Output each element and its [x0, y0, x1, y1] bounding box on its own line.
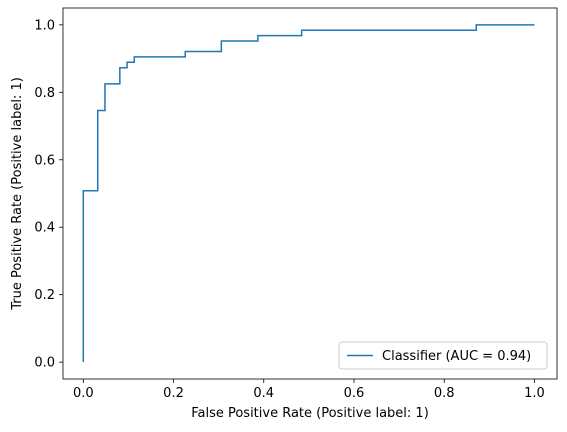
x-tick-label: 0.4 — [253, 386, 274, 401]
y-tick-label: 0.0 — [34, 356, 55, 371]
y-tick-label: 0.8 — [34, 86, 55, 101]
y-tick-label: 0.4 — [34, 221, 55, 236]
x-axis-title: False Positive Rate (Positive label: 1) — [191, 406, 429, 421]
y-axis-ticks: 0.0 0.2 0.4 0.6 0.8 1.0 — [34, 18, 63, 371]
y-tick-label: 0.6 — [34, 153, 55, 168]
y-tick-label: 1.0 — [34, 18, 55, 33]
legend: Classifier (AUC = 0.94) — [338, 341, 548, 370]
x-tick-label: 0.2 — [163, 386, 184, 401]
legend-label: Classifier (AUC = 0.94) — [382, 349, 531, 364]
legend-box — [338, 341, 548, 370]
x-tick-label: 0.8 — [434, 386, 455, 401]
x-tick-label: 0.6 — [344, 386, 365, 401]
series-line — [82, 24, 535, 363]
plot-area — [62, 7, 558, 380]
y-tick-label: 0.2 — [34, 288, 55, 303]
plot-frame — [62, 7, 558, 380]
y-axis-title: True Positive Rate (Positive label: 1) — [10, 77, 25, 311]
x-tick-label: 0.0 — [73, 386, 94, 401]
x-axis-ticks: 0.0 0.2 0.4 0.6 0.8 1.0 — [73, 379, 545, 401]
x-tick-label: 1.0 — [524, 386, 545, 401]
